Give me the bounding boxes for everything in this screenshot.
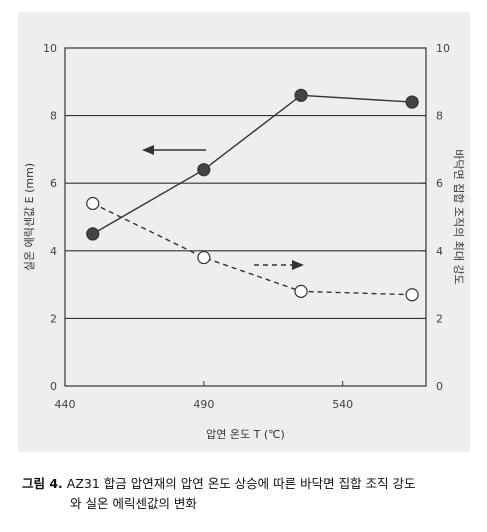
y-left-tick-label: 6 xyxy=(50,177,57,190)
open-circle-point xyxy=(405,288,419,302)
y-right-tick-label: 8 xyxy=(436,110,443,123)
open-circle-point xyxy=(294,284,308,298)
filled-circle-point xyxy=(86,227,100,241)
y-left-tick-label: 4 xyxy=(50,245,57,258)
y-right-tick-label: 6 xyxy=(436,177,443,190)
caption-label: 그림 4. xyxy=(22,476,63,491)
y-right-axis-title: 바닥면 집합 조직의 최대 강도 xyxy=(452,149,465,284)
figure-panel: 0 2 4 6 8 10 0 2 4 6 8 10 440 490 540 압연 온도 T (℃) 실온 에릭센… xyxy=(18,12,470,452)
x-tick-label: 490 xyxy=(193,398,214,411)
series-line xyxy=(92,94,413,235)
y-right-tick-label: 4 xyxy=(436,245,443,258)
arrow-right-icon xyxy=(254,260,304,270)
open-circle-point xyxy=(197,250,211,265)
figure-caption: 그림 4. AZ31 합금 압연재의 압연 온도 상승에 따른 바닥면 집합 조… xyxy=(22,474,477,514)
y-right-tick-label: 10 xyxy=(436,42,450,55)
series-line xyxy=(92,202,413,296)
y-right-tick-label: 2 xyxy=(436,312,443,325)
x-axis-title: 압연 온도 T (℃) xyxy=(206,428,285,441)
y-left-tick-label: 0 xyxy=(50,380,57,393)
caption-line2: 와 실온 에릭센값의 변화 xyxy=(70,496,197,511)
x-tick-label: 540 xyxy=(332,398,353,411)
line-chart: 0 2 4 6 8 10 0 2 4 6 8 10 440 490 540 압연 온도 T (℃) 실온 에릭센… xyxy=(23,42,465,441)
y-left-axis-title: 실온 에릭센값 E (mm) xyxy=(23,163,36,271)
filled-circle-point xyxy=(294,88,308,102)
plot-frame xyxy=(64,47,427,387)
arrow-left-icon xyxy=(142,145,206,155)
caption-line1: AZ31 합금 압연재의 압연 온도 상승에 따른 바닥면 집합 조직 강도 xyxy=(66,476,416,491)
y-right-tick-label: 0 xyxy=(436,380,443,393)
y-left-tick-label: 10 xyxy=(43,42,57,55)
filled-circle-point xyxy=(197,163,211,177)
y-left-tick-label: 8 xyxy=(50,110,57,123)
filled-circle-point xyxy=(405,95,419,109)
x-tick-label: 440 xyxy=(55,398,76,411)
y-left-tick-label: 2 xyxy=(50,312,57,325)
open-circle-point xyxy=(86,196,100,211)
